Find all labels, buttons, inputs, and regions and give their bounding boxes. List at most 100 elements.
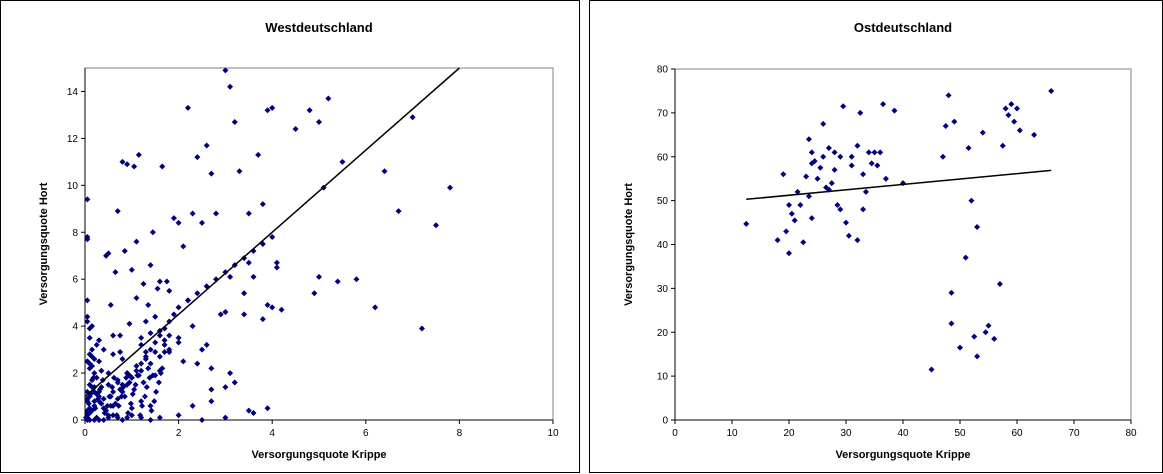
data-point <box>311 290 318 297</box>
data-point <box>129 391 136 398</box>
data-point <box>117 348 124 355</box>
data-point <box>156 414 163 421</box>
data-point <box>805 193 812 200</box>
data-point <box>126 320 133 327</box>
data-point <box>126 379 133 386</box>
data-point <box>316 273 322 280</box>
data-point <box>166 348 173 355</box>
data-point <box>86 334 93 341</box>
x-tick-label: 4 <box>269 428 275 439</box>
plot-area <box>674 68 1132 421</box>
data-point <box>743 220 750 227</box>
y-tick-label: 8 <box>72 228 78 239</box>
data-point <box>805 136 812 143</box>
data-point <box>84 398 91 405</box>
data-point <box>184 104 191 111</box>
data-point <box>180 358 187 365</box>
data-point <box>325 95 332 102</box>
data-point <box>259 201 266 208</box>
data-point <box>93 374 100 381</box>
data-point <box>163 278 170 285</box>
data-point <box>142 353 149 360</box>
data-point <box>133 363 140 370</box>
data-point <box>273 264 280 271</box>
data-point <box>126 372 133 379</box>
data-point <box>1011 118 1018 125</box>
data-point <box>834 202 841 209</box>
data-point <box>241 290 248 297</box>
data-point <box>199 417 205 423</box>
data-point <box>153 388 160 395</box>
data-point <box>979 129 986 136</box>
data-point <box>803 173 810 180</box>
chart-panel-west: Westdeutschland 0 2 4 6 8 10 12 14 0 2 4 6 8 10 Versorg… <box>0 0 580 473</box>
data-point <box>110 351 117 358</box>
data-point <box>231 118 238 125</box>
data-point <box>105 381 112 388</box>
data-point <box>231 379 238 386</box>
data-point <box>871 149 878 156</box>
data-point <box>141 393 148 400</box>
data-point <box>152 372 159 379</box>
y-axis-label: Versorgungsquote Hort <box>623 183 635 306</box>
x-tick-label: 20 <box>783 428 795 439</box>
data-point <box>175 339 182 346</box>
data-point <box>264 107 271 114</box>
trendline <box>84 67 460 398</box>
data-point <box>138 334 145 341</box>
data-point <box>817 164 824 171</box>
data-point <box>808 215 815 222</box>
x-tick-label: 70 <box>1068 428 1080 439</box>
chart-title: Westdeutschland <box>265 20 372 35</box>
y-tick-label: 80 <box>657 65 669 76</box>
data-point <box>213 210 220 217</box>
data-point <box>96 417 103 423</box>
data-point <box>974 353 981 360</box>
data-point <box>143 384 150 391</box>
data-point <box>107 402 114 409</box>
data-point <box>273 259 280 266</box>
data-point <box>278 306 285 313</box>
data-point <box>109 384 116 391</box>
data-point <box>156 332 163 339</box>
data-point <box>131 163 138 170</box>
data-point <box>114 379 121 386</box>
chart-title: Ostdeutschland <box>854 20 952 35</box>
data-point <box>142 318 149 325</box>
data-point <box>860 171 867 178</box>
data-point <box>115 402 122 409</box>
plot-area <box>84 67 554 421</box>
data-point <box>139 402 146 409</box>
data-layer <box>82 67 460 423</box>
data-point <box>104 402 111 409</box>
data-point <box>245 210 252 217</box>
data-point <box>264 405 271 412</box>
data-point <box>783 228 790 235</box>
y-tick-label: 12 <box>67 134 79 145</box>
data-point <box>152 348 159 355</box>
data-point <box>447 184 454 191</box>
data-point <box>788 210 795 217</box>
data-point <box>93 391 100 398</box>
data-point <box>124 414 131 421</box>
data-point <box>194 154 201 161</box>
data-point <box>837 206 844 213</box>
y-tick-label: 10 <box>67 181 79 192</box>
data-point <box>135 151 142 158</box>
data-point <box>948 320 955 327</box>
data-point <box>96 386 103 393</box>
y-tick-label: 40 <box>657 240 669 251</box>
y-tick-label: 0 <box>72 416 78 427</box>
data-point <box>339 158 346 165</box>
data-point <box>175 412 182 419</box>
data-point <box>250 273 257 280</box>
data-point <box>794 188 801 195</box>
data-point <box>991 335 998 342</box>
data-point <box>840 103 847 110</box>
data-point <box>127 400 134 407</box>
y-axis-label: Versorgungsquote Hort <box>38 182 50 305</box>
data-point <box>84 196 91 203</box>
data-point <box>217 311 224 318</box>
data-point <box>100 417 107 423</box>
data-point <box>255 151 262 158</box>
